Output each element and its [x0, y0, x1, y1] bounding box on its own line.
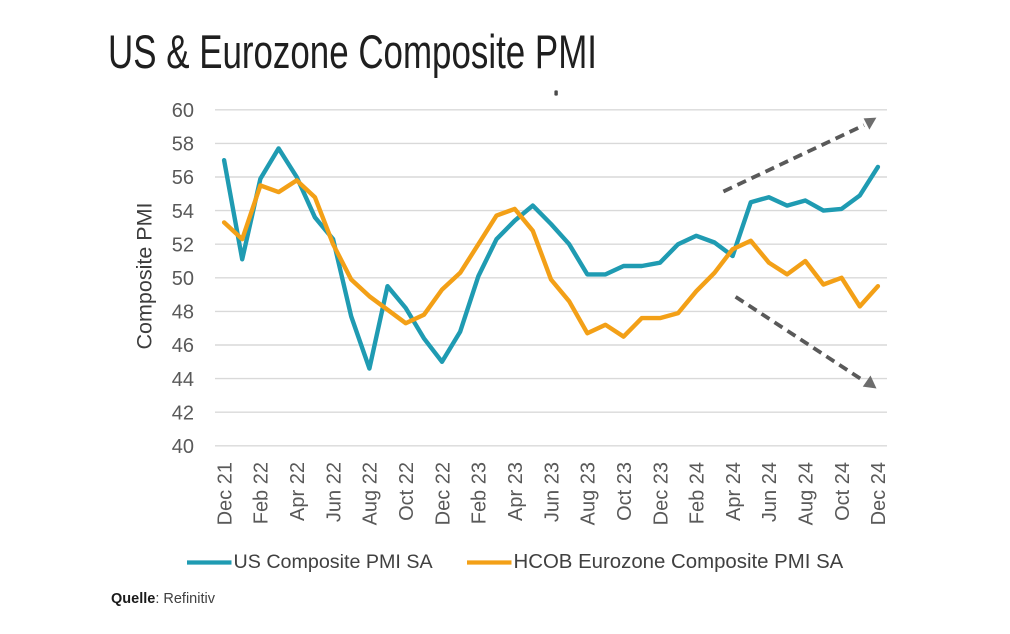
- svg-text:48: 48: [172, 302, 194, 324]
- svg-text:Oct 24: Oct 24: [832, 462, 854, 521]
- svg-text:46: 46: [172, 335, 194, 357]
- svg-text:50: 50: [172, 268, 194, 290]
- svg-text:Dec 21: Dec 21: [214, 462, 236, 525]
- svg-text:44: 44: [172, 369, 194, 391]
- svg-text:Composite PMI: Composite PMI: [133, 203, 157, 350]
- svg-text:Feb 24: Feb 24: [687, 462, 709, 524]
- svg-text:Dec 24: Dec 24: [868, 462, 890, 525]
- svg-text:60: 60: [172, 100, 194, 122]
- svg-text:Aug 24: Aug 24: [796, 462, 818, 525]
- svg-text:Dec 22: Dec 22: [432, 462, 454, 525]
- svg-text:Aug 22: Aug 22: [360, 462, 382, 525]
- svg-text:US Composite PMI SA: US Composite PMI SA: [234, 551, 434, 573]
- svg-text:Feb 23: Feb 23: [469, 462, 491, 524]
- svg-text:HCOB Eurozone Composite PMI SA: HCOB Eurozone Composite PMI SA: [514, 551, 844, 573]
- svg-text:40: 40: [172, 436, 194, 458]
- svg-text:Apr 22: Apr 22: [287, 462, 309, 521]
- svg-text:Jun 24: Jun 24: [759, 462, 781, 522]
- svg-text:54: 54: [172, 201, 194, 223]
- svg-text:56: 56: [172, 167, 194, 189]
- svg-text:Oct 22: Oct 22: [396, 462, 418, 521]
- svg-text:52: 52: [172, 234, 194, 256]
- svg-text:Oct 23: Oct 23: [614, 462, 636, 521]
- svg-text:Jun 22: Jun 22: [323, 462, 345, 522]
- svg-text:58: 58: [172, 134, 194, 156]
- svg-text:Apr 23: Apr 23: [505, 462, 527, 521]
- svg-text:Feb 22: Feb 22: [251, 462, 273, 524]
- svg-text:Dec 23: Dec 23: [650, 462, 672, 525]
- svg-text:42: 42: [172, 402, 194, 424]
- svg-text:Apr 24: Apr 24: [723, 462, 745, 521]
- svg-text:Jun 23: Jun 23: [541, 462, 563, 522]
- svg-text:Aug 23: Aug 23: [578, 462, 600, 525]
